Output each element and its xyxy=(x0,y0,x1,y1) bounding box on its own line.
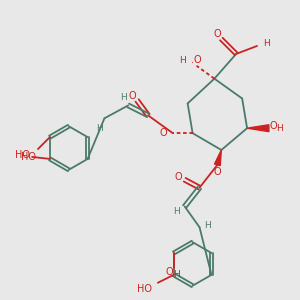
Text: .O: .O xyxy=(190,55,201,65)
Text: H: H xyxy=(276,124,283,133)
Text: HO: HO xyxy=(15,150,30,160)
Text: O: O xyxy=(270,121,278,131)
Text: H: H xyxy=(173,270,180,279)
Text: HO: HO xyxy=(21,152,36,162)
Text: O: O xyxy=(166,267,174,277)
Text: O: O xyxy=(175,172,182,182)
Text: H: H xyxy=(173,207,180,216)
Text: O: O xyxy=(214,29,221,39)
Text: H: H xyxy=(120,93,127,102)
Text: O: O xyxy=(159,128,167,138)
Text: HO: HO xyxy=(137,284,152,294)
Text: H: H xyxy=(96,124,103,133)
Polygon shape xyxy=(247,125,269,132)
Text: H: H xyxy=(179,56,186,65)
Text: O: O xyxy=(214,167,221,177)
Text: H: H xyxy=(204,221,211,230)
Text: O: O xyxy=(128,91,136,100)
Polygon shape xyxy=(214,150,221,166)
Text: H: H xyxy=(263,40,270,49)
